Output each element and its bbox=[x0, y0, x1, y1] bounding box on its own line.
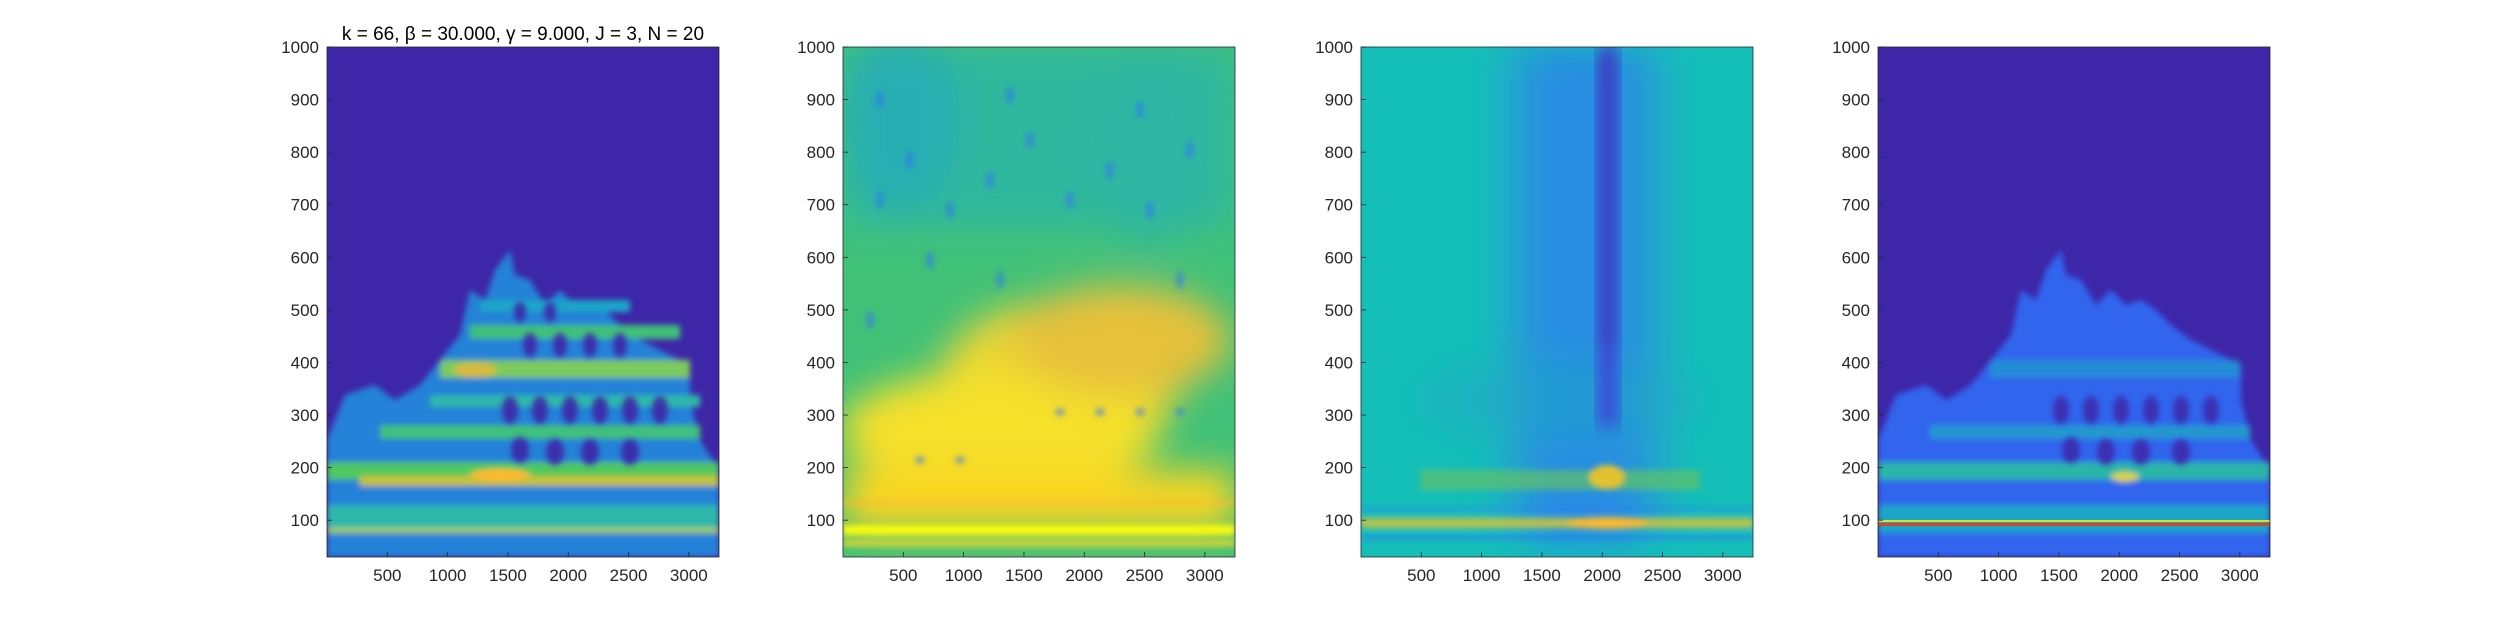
y-tick-label: 700 bbox=[807, 196, 835, 215]
x-tick-label: 2500 bbox=[1644, 566, 1682, 585]
y-tick-label: 1000 bbox=[281, 38, 319, 57]
y-tick-label: 200 bbox=[1325, 459, 1353, 478]
y-tick-label: 1000 bbox=[1315, 38, 1353, 57]
heatmap-1-hot-spot-2 bbox=[470, 469, 530, 481]
y-tick-label: 700 bbox=[291, 196, 319, 215]
x-tick-label: 500 bbox=[1924, 566, 1952, 585]
heatmap-1-band-3 bbox=[360, 476, 719, 486]
x-tick-label: 3000 bbox=[670, 566, 708, 585]
x-tick-label: 3000 bbox=[1704, 566, 1742, 585]
heatmap-3-band-2 bbox=[1420, 470, 1700, 490]
y-tick-label: 100 bbox=[1325, 511, 1353, 530]
y-tick-label: 200 bbox=[807, 459, 835, 478]
x-tick-label: 500 bbox=[889, 566, 917, 585]
x-tick-label: 2500 bbox=[1126, 566, 1164, 585]
heatmap-4-body bbox=[1878, 250, 2270, 557]
heatmap-panel-4 bbox=[1878, 47, 2270, 557]
y-tick-label: 500 bbox=[1842, 301, 1870, 320]
y-tick-label: 300 bbox=[807, 406, 835, 425]
y-tick-label: 400 bbox=[1325, 353, 1353, 372]
y-tick-label: 400 bbox=[291, 353, 319, 372]
heatmap-4-holes bbox=[2053, 396, 2219, 465]
x-tick-label: 3000 bbox=[2221, 566, 2259, 585]
y-tick-label: 400 bbox=[1842, 353, 1870, 372]
y-tick-label: 700 bbox=[1325, 196, 1353, 215]
y-tick-label: 800 bbox=[1842, 143, 1870, 162]
x-tick-label: 1000 bbox=[1463, 566, 1501, 585]
axes-frame-1 bbox=[326, 46, 720, 558]
x-tick-label: 1500 bbox=[1005, 566, 1043, 585]
heatmap-1-band-6 bbox=[440, 360, 690, 378]
y-tick-label: 600 bbox=[1842, 248, 1870, 267]
y-tick-label: 300 bbox=[1842, 406, 1870, 425]
y-tick-label: 300 bbox=[291, 406, 319, 425]
y-tick-label: 100 bbox=[807, 511, 835, 530]
x-tick-label: 2500 bbox=[2161, 566, 2199, 585]
y-tick-label: 100 bbox=[1842, 511, 1870, 530]
heatmap-2-band-1 bbox=[843, 525, 1235, 535]
chart-title: k = 66, β = 30.000, γ = 9.000, J = 3, N … bbox=[342, 24, 704, 45]
y-tick-label: 1000 bbox=[1832, 38, 1870, 57]
heatmap-2-warm-region-3 bbox=[1010, 285, 1230, 395]
y-tick-label: 900 bbox=[1842, 91, 1870, 110]
heatmap-1-band-2 bbox=[327, 462, 719, 480]
heatmap-1-hot-spot-1 bbox=[453, 363, 497, 377]
heatmap-panel-1 bbox=[327, 47, 719, 557]
y-tick-label: 600 bbox=[291, 248, 319, 267]
heatmap-4-red-line bbox=[1878, 523, 2270, 526]
x-tick-label: 2000 bbox=[2100, 566, 2138, 585]
y-tick-label: 300 bbox=[1325, 406, 1353, 425]
heatmap-4-hot-spot bbox=[2111, 472, 2139, 482]
y-tick-label: 500 bbox=[807, 301, 835, 320]
heatmap-1-bottom-line bbox=[327, 528, 719, 533]
x-tick-label: 1000 bbox=[429, 566, 467, 585]
x-tick-label: 1000 bbox=[945, 566, 983, 585]
heatmap-panel-2 bbox=[843, 47, 1235, 557]
y-tick-label: 900 bbox=[291, 91, 319, 110]
x-tick-label: 2000 bbox=[549, 566, 587, 585]
y-tick-label: 1000 bbox=[797, 38, 835, 57]
y-tick-label: 800 bbox=[291, 143, 319, 162]
heatmap-2-band-2 bbox=[843, 540, 1235, 546]
heatmap-3-hot-spot-1 bbox=[1567, 517, 1647, 529]
y-tick-label: 800 bbox=[1325, 143, 1353, 162]
y-tick-label: 400 bbox=[807, 353, 835, 372]
y-tick-label: 500 bbox=[291, 301, 319, 320]
x-tick-label: 500 bbox=[373, 566, 401, 585]
y-tick-label: 200 bbox=[291, 459, 319, 478]
x-tick-label: 1500 bbox=[2040, 566, 2078, 585]
y-tick-label: 100 bbox=[291, 511, 319, 530]
y-tick-label: 800 bbox=[807, 143, 835, 162]
axes-layer: 500 1000 1500 2000 2500 3000 100 200 300 400 500 60… bbox=[281, 38, 2271, 585]
x-tick-label: 2000 bbox=[1583, 566, 1621, 585]
axes-frame-2 bbox=[842, 46, 1236, 558]
heatmap-3-band-1 bbox=[1361, 518, 1753, 528]
heatmap-3-hot-spot-2 bbox=[1589, 465, 1625, 489]
heatmap-1-band-4 bbox=[380, 425, 700, 439]
x-tick-label: 1000 bbox=[1980, 566, 2018, 585]
y-tick-label: 200 bbox=[1842, 459, 1870, 478]
x-tick-label: 2000 bbox=[1065, 566, 1103, 585]
y-tick-label: 900 bbox=[807, 91, 835, 110]
x-tick-label: 1500 bbox=[1523, 566, 1561, 585]
axes-frame-3 bbox=[1360, 46, 1754, 558]
y-tick-label: 500 bbox=[1325, 301, 1353, 320]
heatmap-panel-3 bbox=[1361, 47, 1753, 557]
y-tick-label: 600 bbox=[1325, 248, 1353, 267]
heatmap-1-band-7 bbox=[470, 325, 680, 339]
x-tick-label: 500 bbox=[1407, 566, 1435, 585]
x-tick-label: 3000 bbox=[1186, 566, 1224, 585]
heatmap-1-holes bbox=[502, 302, 668, 465]
heatmap-2-dips bbox=[866, 86, 1194, 464]
x-tick-label: 1500 bbox=[489, 566, 527, 585]
y-tick-label: 600 bbox=[807, 248, 835, 267]
axes-frame-4 bbox=[1877, 46, 2271, 558]
y-tick-label: 900 bbox=[1325, 91, 1353, 110]
y-tick-label: 700 bbox=[1842, 196, 1870, 215]
x-tick-label: 2500 bbox=[610, 566, 648, 585]
